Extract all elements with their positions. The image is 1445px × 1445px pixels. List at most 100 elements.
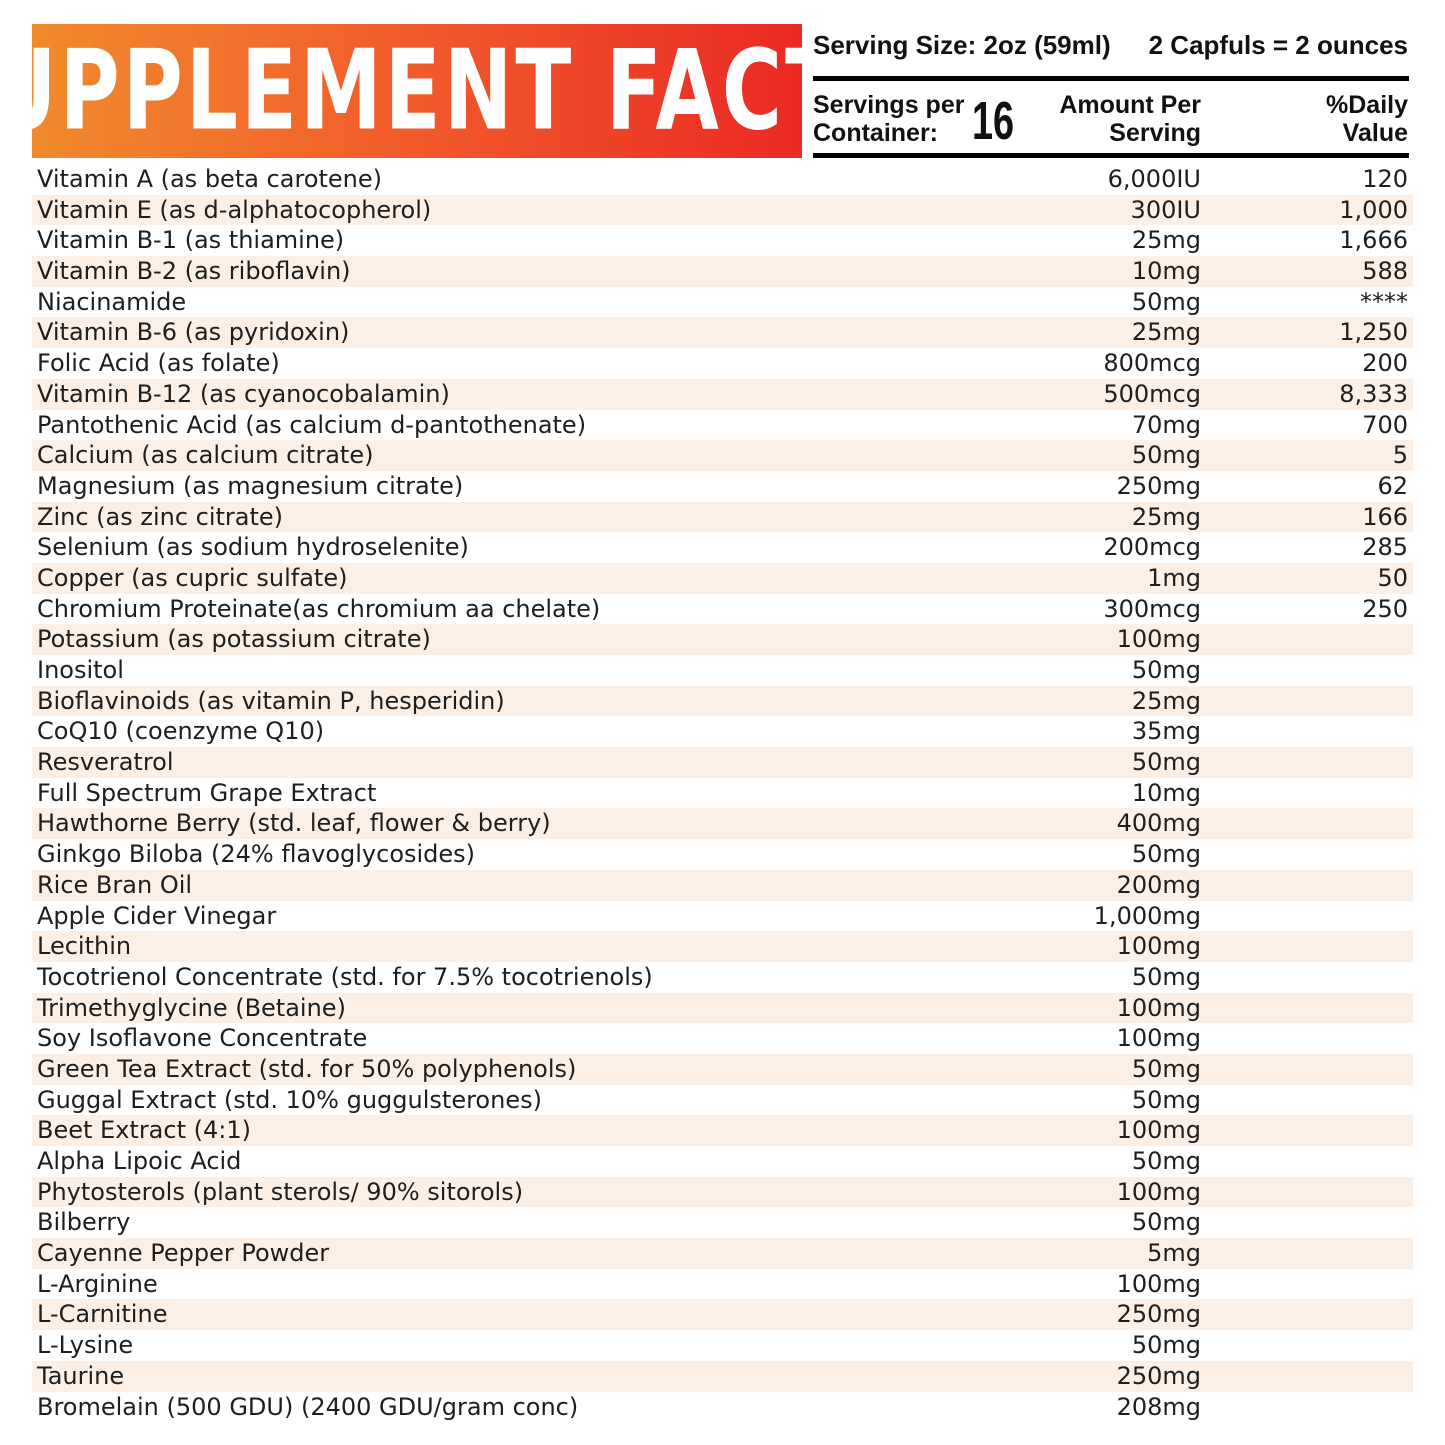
daily-value: 1,666: [1339, 226, 1408, 255]
amount-per-serving: 25mg: [1131, 502, 1201, 531]
amount-per-serving: 400mg: [1116, 809, 1201, 838]
nutrient-name: Green Tea Extract (std. for 50% polyphen…: [37, 1054, 577, 1083]
daily-value: 1,000: [1339, 195, 1408, 224]
table-row: Vitamin B-1 (as thiamine) 25mg 1,666: [32, 225, 1413, 256]
table-row: Alpha Lipoic Acid 50mg: [32, 1146, 1413, 1177]
amount-per-serving: 100mg: [1116, 625, 1201, 654]
table-row: Vitamin B-2 (as riboflavin) 10mg 588: [32, 256, 1413, 287]
dv-header-line1: %Daily: [1326, 91, 1408, 119]
daily-value: 166: [1362, 502, 1408, 531]
table-row: Selenium (as sodium hydroselenite) 200mcg…: [32, 532, 1413, 563]
table-row: Vitamin A (as beta carotene) 6,000IU 120: [32, 164, 1413, 195]
amount-per-serving: 100mg: [1116, 1024, 1201, 1053]
nutrient-name: Taurine: [37, 1361, 125, 1390]
table-row: Vitamin B-6 (as pyridoxin) 25mg 1,250: [32, 317, 1413, 349]
daily-value-header: %Daily Value: [1326, 91, 1408, 147]
amount-per-serving: 50mg: [1131, 840, 1201, 869]
amount-per-serving: 50mg: [1131, 1331, 1201, 1360]
amount-per-serving: 250mg: [1116, 1300, 1201, 1329]
nutrient-name: Inositol: [37, 656, 124, 684]
nutrient-name: Guggal Extract (std. 10% guggulsterones): [37, 1085, 542, 1114]
nutrient-name: Trimethyglycine (Betaine): [37, 993, 346, 1022]
daily-value: 200: [1362, 349, 1408, 378]
nutrient-name: Chromium Proteinate(as chromium aa chela…: [37, 594, 601, 623]
amount-per-serving: 6,000IU: [1107, 165, 1201, 193]
amount-per-serving: 25mg: [1131, 686, 1201, 715]
nutrient-name: Vitamin B-2 (as riboflavin): [37, 257, 351, 286]
table-row: Lecithin 100mg: [32, 931, 1413, 962]
table-row: L-Arginine 100mg: [32, 1269, 1413, 1300]
nutrient-name: Hawthorne Berry (std. leaf, flower & ber…: [37, 809, 551, 838]
amount-per-serving: 300mcg: [1103, 594, 1201, 623]
amount-per-serving: 100mg: [1116, 932, 1201, 961]
amount-per-serving: 100mg: [1116, 1269, 1201, 1298]
nutrient-name: L-Lysine: [37, 1331, 134, 1360]
nutrient-name: Calcium (as calcium citrate): [37, 441, 374, 470]
nutrient-name: Niacinamide: [37, 287, 187, 316]
amount-per-serving: 10mg: [1131, 778, 1201, 807]
table-row: Niacinamide 50mg ****: [32, 287, 1413, 318]
nutrient-name: Phytosterols (plant sterols/ 90% sitorol…: [37, 1177, 524, 1206]
amount-per-serving: 100mg: [1116, 1177, 1201, 1206]
nutrient-name: Vitamin B-6 (as pyridoxin): [37, 318, 350, 347]
table-row: Beet Extract (4:1) 100mg: [32, 1115, 1413, 1146]
amount-per-serving: 300IU: [1130, 195, 1201, 224]
header-divider-top: [813, 76, 1409, 81]
table-row: Potassium (as potassium citrate) 100mg: [32, 624, 1413, 655]
table-row: Soy Isoflavone Concentrate 100mg: [32, 1023, 1413, 1054]
daily-value: 50: [1377, 563, 1408, 592]
table-row: Bioflavinoids (as vitamin P, hesperidin)…: [32, 685, 1413, 717]
nutrient-name: Folic Acid (as folate): [37, 349, 280, 378]
table-row: Phytosterols (plant sterols/ 90% sitorol…: [32, 1176, 1413, 1208]
table-row: Magnesium (as magnesium citrate) 250mg 62: [32, 471, 1413, 502]
nutrient-name: Resveratrol: [37, 748, 174, 777]
nutrient-name: Full Spectrum Grape Extract: [37, 778, 377, 807]
daily-value: 1,250: [1339, 318, 1408, 347]
nutrient-name: Bioflavinoids (as vitamin P, hesperidin): [37, 686, 505, 715]
servings-per-container-label: Servings per Container:: [813, 91, 964, 147]
amount-per-serving: 500mcg: [1103, 379, 1201, 408]
dv-header-line2: Value: [1342, 119, 1408, 147]
servings-label-line2: Container:: [813, 119, 938, 147]
daily-value: 5: [1392, 441, 1408, 470]
capfuls-note: 2 Capfuls = 2 ounces: [1148, 30, 1408, 60]
daily-value: ****: [1360, 287, 1408, 316]
table-row: Cayenne Pepper Powder 5mg: [32, 1238, 1413, 1269]
nutrient-name: Ginkgo Biloba (24% flavoglycosides): [37, 840, 476, 869]
nutrient-name: Vitamin B-1 (as thiamine): [37, 226, 345, 255]
servings-per-container-value: 16: [972, 91, 1015, 151]
table-row: Tocotrienol Concentrate (std. for 7.5% t…: [32, 962, 1413, 993]
table-row: Rice Bran Oil 200mg: [32, 869, 1413, 901]
table-row: Calcium (as calcium citrate) 50mg 5: [32, 440, 1413, 471]
nutrient-name: Bromelain (500 GDU) (2400 GDU/gram conc): [37, 1392, 579, 1421]
header-divider-bottom: [813, 153, 1409, 158]
table-row: Apple Cider Vinegar 1,000mg: [32, 901, 1413, 932]
nutrient-name: Selenium (as sodium hydroselenite): [37, 533, 469, 562]
table-row: Resveratrol 50mg: [32, 747, 1413, 778]
nutrient-name: Zinc (as zinc citrate): [37, 502, 284, 531]
nutrient-name: Bilberry: [37, 1208, 131, 1237]
table-row: Bromelain (500 GDU) (2400 GDU/gram conc)…: [32, 1392, 1413, 1423]
nutrient-name: CoQ10 (coenzyme Q10): [37, 717, 325, 746]
amount-per-serving: 25mg: [1131, 318, 1201, 347]
nutrient-name: Magnesium (as magnesium citrate): [37, 471, 464, 500]
amount-per-serving: 1,000mg: [1093, 901, 1201, 930]
table-row: CoQ10 (coenzyme Q10) 35mg: [32, 716, 1413, 747]
amount-per-serving: 100mg: [1116, 993, 1201, 1022]
amount-per-serving: 50mg: [1131, 1208, 1201, 1237]
daily-value: 588: [1362, 257, 1408, 286]
table-row: Green Tea Extract (std. for 50% polyphen…: [32, 1053, 1413, 1085]
table-row: Ginkgo Biloba (24% flavoglycosides) 50mg: [32, 839, 1413, 870]
nutrient-name: L-Arginine: [37, 1269, 158, 1298]
nutrient-name: Alpha Lipoic Acid: [37, 1147, 242, 1175]
table-row: Chromium Proteinate(as chromium aa chela…: [32, 594, 1413, 625]
nutrient-name: Vitamin A (as beta carotene): [37, 165, 382, 193]
amount-per-serving: 250mg: [1116, 471, 1201, 500]
table-row: L-Carnitine 250mg: [32, 1299, 1413, 1331]
nutrient-name: Pantothenic Acid (as calcium d-pantothen…: [37, 410, 587, 439]
table-row: Bilberry 50mg: [32, 1207, 1413, 1238]
amount-per-serving: 10mg: [1131, 257, 1201, 286]
daily-value: 120: [1362, 165, 1408, 193]
nutrient-name: Lecithin: [37, 932, 132, 961]
amount-per-serving: 50mg: [1131, 656, 1201, 684]
